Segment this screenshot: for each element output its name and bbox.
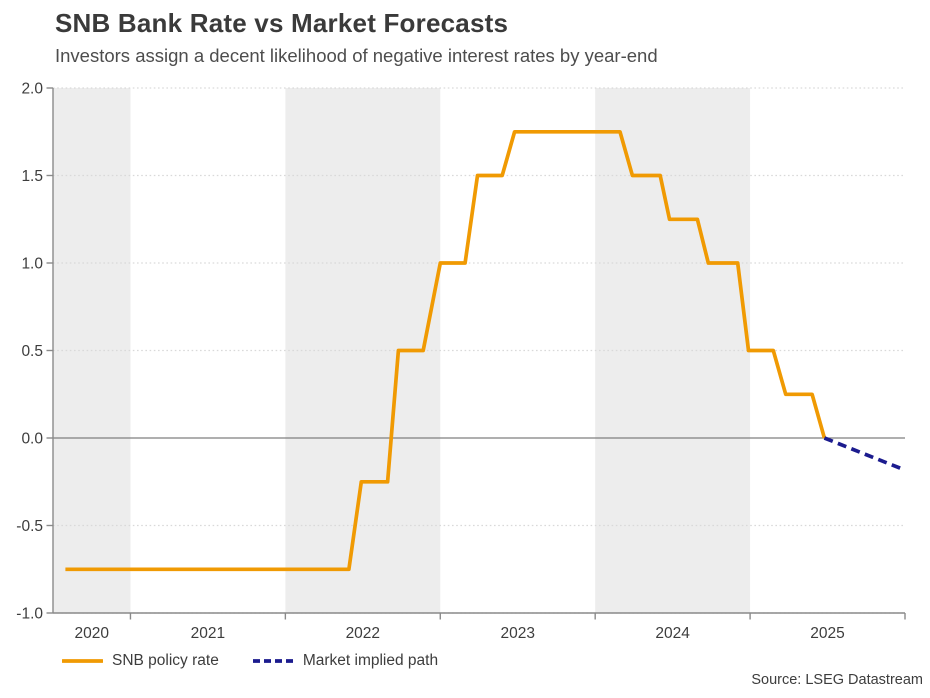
source-label: Source: LSEG Datastream (751, 672, 923, 688)
chart-legend: SNB policy rate Market implied path (62, 650, 438, 672)
solid-line-swatch-icon (62, 659, 103, 663)
dashed-line-swatch-icon (252, 659, 294, 663)
x-axis-label: 2021 (191, 625, 225, 642)
y-axis-label: 0.0 (21, 431, 43, 448)
snb-policy-rate-line (65, 129, 827, 572)
x-axis-label: 2020 (74, 625, 109, 642)
legend-item-policy-rate: SNB policy rate (62, 652, 219, 670)
y-axis-label: -0.5 (16, 518, 43, 535)
market-implied-path-line (823, 436, 905, 472)
legend-label-market-implied: Market implied path (302, 652, 439, 669)
chart-title: SNB Bank Rate vs Market Forecasts (55, 8, 509, 38)
legend-item-market-implied: Market implied path (252, 652, 439, 670)
y-axis-label: 1.5 (21, 168, 43, 185)
y-axis-label: 0.5 (21, 343, 43, 360)
x-axis-label: 2024 (655, 625, 690, 642)
y-axis-label: -1.0 (16, 606, 43, 623)
y-axis-label: 1.0 (21, 256, 43, 273)
x-axis-label: 2025 (810, 625, 844, 642)
shaded-year-band (595, 88, 751, 613)
x-axis-label: 2022 (346, 625, 380, 642)
chart-subtitle: Investors assign a decent likelihood of … (55, 45, 658, 66)
y-axis-label: 2.0 (21, 81, 43, 98)
legend-label-policy-rate: SNB policy rate (112, 652, 219, 669)
x-axis-label: 2023 (500, 625, 534, 642)
